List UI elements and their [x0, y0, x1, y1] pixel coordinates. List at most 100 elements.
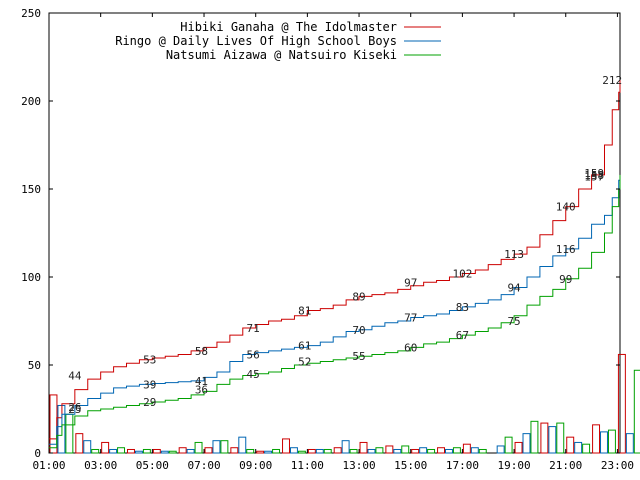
- data-label: 77: [404, 311, 417, 324]
- data-label: 61: [298, 340, 311, 353]
- hourly-bar: [246, 448, 255, 454]
- hourly-bar: [427, 448, 436, 454]
- hourly-bar: [272, 448, 281, 454]
- data-label: 39: [143, 378, 156, 391]
- data-label: 140: [556, 201, 576, 214]
- data-label: 75: [507, 315, 520, 328]
- hourly-bar: [109, 448, 118, 454]
- hourly-bar: [65, 413, 74, 454]
- hourly-bar: [462, 443, 471, 454]
- hourly-bar: [574, 441, 583, 454]
- data-label: 52: [298, 355, 311, 368]
- hourly-bar: [437, 447, 446, 454]
- hourly-bar: [607, 429, 616, 454]
- data-label: 41: [195, 375, 208, 388]
- data-label: 58: [195, 345, 208, 358]
- hourly-bar: [212, 440, 221, 454]
- y-tick-label: 50: [28, 359, 41, 372]
- data-label: 60: [404, 341, 417, 354]
- data-label: 83: [456, 301, 469, 314]
- hourly-bar: [419, 447, 428, 454]
- data-label: 212: [602, 74, 622, 87]
- hourly-bar: [91, 448, 100, 454]
- data-labels: 44 53 58 71 81 89 97 102 113 140 159 212 26 39 41 56 61 7…: [68, 74, 622, 416]
- hourly-bar: [470, 447, 479, 454]
- data-label: 70: [352, 324, 365, 337]
- y-axis: 0 50 100 150 200 250: [21, 7, 620, 460]
- hourly-bar: [323, 448, 332, 454]
- data-label: 44: [68, 370, 82, 383]
- x-tick-label: 21:00: [549, 459, 582, 472]
- hourly-bar: [194, 441, 203, 454]
- hourly-bar: [530, 420, 539, 454]
- legend-label: Ringo @ Daily Lives Of High School Boys: [115, 34, 397, 48]
- x-tick-label: 19:00: [498, 459, 531, 472]
- data-label: 26: [68, 401, 81, 414]
- y-tick-label: 0: [34, 447, 41, 460]
- data-label: 29: [143, 396, 156, 409]
- hourly-bar: [256, 450, 265, 454]
- hourly-bar: [341, 440, 350, 454]
- hourly-bar: [566, 436, 575, 454]
- hourly-bar: [540, 422, 549, 454]
- x-tick-label: 09:00: [239, 459, 272, 472]
- y-tick-label: 200: [21, 95, 41, 108]
- hourly-bar: [160, 450, 169, 454]
- hourly-bar: [264, 450, 273, 454]
- hourly-bar: [445, 448, 453, 454]
- hourly-bar: [178, 447, 187, 454]
- hourly-bar: [478, 448, 487, 454]
- hourly-bar: [514, 441, 523, 454]
- hourly-bar: [186, 448, 195, 454]
- hourly-bar: [204, 447, 213, 454]
- hourly-bar: [297, 450, 306, 454]
- x-tick-label: 13:00: [342, 459, 375, 472]
- x-tick-label: 01:00: [32, 459, 65, 472]
- hourly-bar: [142, 448, 151, 454]
- hourly-bar: [522, 433, 531, 454]
- y-tick-label: 250: [21, 7, 41, 20]
- data-label: 55: [352, 350, 365, 363]
- hourly-bar: [367, 448, 376, 454]
- data-label: 157: [584, 171, 604, 184]
- hourly-bar: [633, 369, 640, 454]
- data-label: 159: [584, 167, 604, 180]
- hourly-bar: [375, 447, 384, 454]
- hourly-bar: [401, 445, 410, 454]
- hourly-bar: [592, 424, 601, 454]
- data-label: 53: [143, 354, 156, 367]
- hourly-bar: [349, 448, 358, 454]
- hourly-bar: [134, 450, 143, 454]
- hourly-bar: [127, 448, 135, 454]
- legend-label: Natsumi Aizawa @ Natsuiro Kiseki: [166, 48, 397, 62]
- hourly-bar: [152, 448, 161, 454]
- x-tick-label: 07:00: [187, 459, 220, 472]
- x-tick-label: 23:00: [601, 459, 634, 472]
- data-label: 71: [246, 322, 259, 335]
- data-label: 89: [352, 290, 365, 303]
- data-label: 102: [452, 267, 472, 280]
- data-label: 94: [507, 282, 521, 295]
- hourly-bar: [359, 441, 368, 454]
- hourly-bar: [333, 447, 342, 454]
- hourly-bar: [75, 433, 84, 454]
- hourly-bar: [600, 431, 608, 454]
- series-line: [49, 176, 621, 445]
- hourly-bar: [452, 447, 461, 454]
- hourly-bar: [282, 438, 290, 454]
- hourly-bar: [117, 447, 126, 454]
- data-label: 67: [456, 329, 469, 342]
- legend-label: Hibiki Ganaha @ The Idolmaster: [180, 20, 397, 34]
- hourly-bar: [168, 450, 177, 454]
- x-tick-label: 03:00: [84, 459, 117, 472]
- data-label: 99: [559, 273, 572, 286]
- hourly-bar: [230, 447, 239, 454]
- hourly-bar: [289, 447, 298, 454]
- series-lines: [49, 79, 621, 449]
- hourly-bars: [49, 353, 640, 454]
- hourly-bar: [238, 436, 247, 454]
- data-label: 97: [404, 276, 417, 289]
- plot-frame: [48, 12, 621, 454]
